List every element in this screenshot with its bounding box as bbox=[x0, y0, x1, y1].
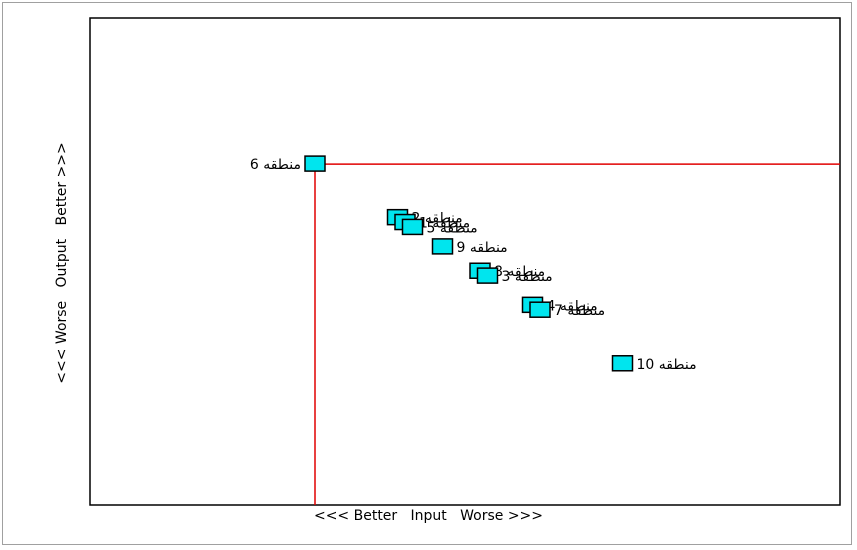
point-label: منطقه 3 bbox=[502, 269, 553, 285]
data-point: منطقه 5 bbox=[401, 218, 478, 236]
point-marker bbox=[304, 155, 326, 172]
point-label: منطقه 5 bbox=[427, 220, 478, 236]
data-point: منطقه 3 bbox=[476, 267, 553, 285]
data-point: منطقه 9 bbox=[431, 238, 508, 256]
point-label: منطقه 7 bbox=[554, 303, 605, 319]
point-label: منطقه 6 bbox=[250, 157, 301, 173]
point-marker bbox=[476, 267, 499, 284]
point-label: منطقه 1 bbox=[419, 216, 470, 232]
data-point: منطقه 10 bbox=[611, 355, 697, 373]
point-label: منطقه 10 bbox=[637, 357, 697, 373]
point-marker bbox=[529, 301, 551, 318]
point-label: منطقه 9 bbox=[457, 240, 508, 256]
x-axis-label: <<< Better Input Worse >>> bbox=[313, 508, 544, 524]
y-axis-label: <<< Worse Output Better >>> bbox=[54, 142, 70, 384]
point-marker bbox=[401, 218, 424, 236]
plot-frame bbox=[89, 17, 841, 506]
data-point: منطقه 6 bbox=[250, 155, 326, 173]
point-label: منطقه 8 bbox=[494, 264, 545, 280]
point-label: منطقه 2 bbox=[412, 211, 463, 227]
point-marker bbox=[611, 355, 634, 372]
point-marker bbox=[431, 238, 454, 255]
chart-outer-frame bbox=[2, 2, 852, 545]
point-label: منطقه 4 bbox=[547, 298, 598, 314]
reference-lines bbox=[314, 163, 840, 505]
data-point: منطقه 7 bbox=[529, 301, 605, 319]
